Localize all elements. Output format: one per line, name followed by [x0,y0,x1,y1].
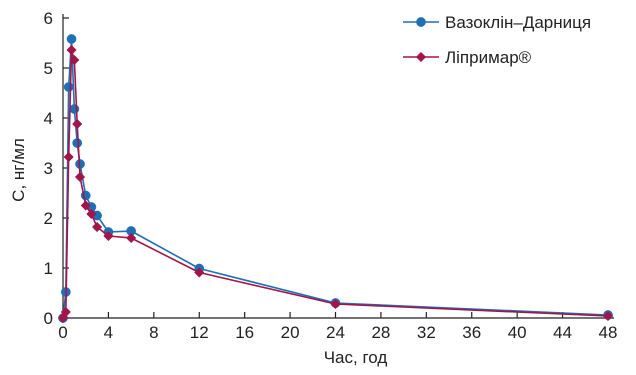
x-axis-title: Час, год [324,348,388,367]
legend-marker [416,17,426,27]
y-axis-title: C, нг/мл [9,138,28,202]
data-point [86,208,97,220]
x-tick-label: 44 [553,323,572,342]
y-tick-label: 3 [44,159,53,178]
data-point [69,54,80,66]
legend: Вазоклін–Дарниця Ліпримар® [403,13,591,67]
y-tick-label: 5 [44,59,53,78]
data-point [66,44,77,56]
legend-item: Вазоклін–Дарниця [403,13,591,32]
data-point [602,310,614,322]
x-tick-label: 40 [508,323,527,342]
data-point [125,232,137,244]
x-tick-label: 4 [104,323,113,342]
data-point [72,118,83,130]
x-tick-label: 32 [417,323,436,342]
data-point [80,200,91,211]
x-tick-label: 0 [58,323,67,342]
y-tick-label: 2 [44,209,53,228]
legend-item: Ліпримар® [403,48,532,67]
series-layer [57,34,614,324]
data-point [91,221,103,233]
x-tick-label: 24 [326,323,345,342]
series-2 [57,44,614,324]
y-tick-label: 0 [44,309,53,328]
y-tick-label: 4 [44,109,53,128]
series-line [62,38,609,319]
data-point [63,151,74,163]
y-tick-label: 6 [44,9,53,28]
series-line [62,49,609,319]
data-point [69,104,80,114]
legend-marker [415,51,427,63]
x-tick-label: 12 [190,323,209,342]
data-point [330,298,341,310]
x-tick-label: 8 [149,323,158,342]
x-tick-label: 36 [462,323,481,342]
data-point [194,267,205,278]
x-tick-label: 28 [371,323,390,342]
legend-label: Вазоклін–Дарниця [445,13,591,32]
data-point [60,306,71,318]
series-1 [58,34,613,323]
x-tick-label: 20 [281,323,300,342]
x-tick-label: 16 [235,323,254,342]
data-point [66,34,77,44]
y-tick-label: 1 [44,259,53,278]
data-point [72,138,83,148]
data-point [103,230,114,242]
data-point [63,82,74,92]
legend-label: Ліпримар® [445,48,532,67]
x-tick-label: 48 [599,323,618,342]
data-point [74,171,86,183]
